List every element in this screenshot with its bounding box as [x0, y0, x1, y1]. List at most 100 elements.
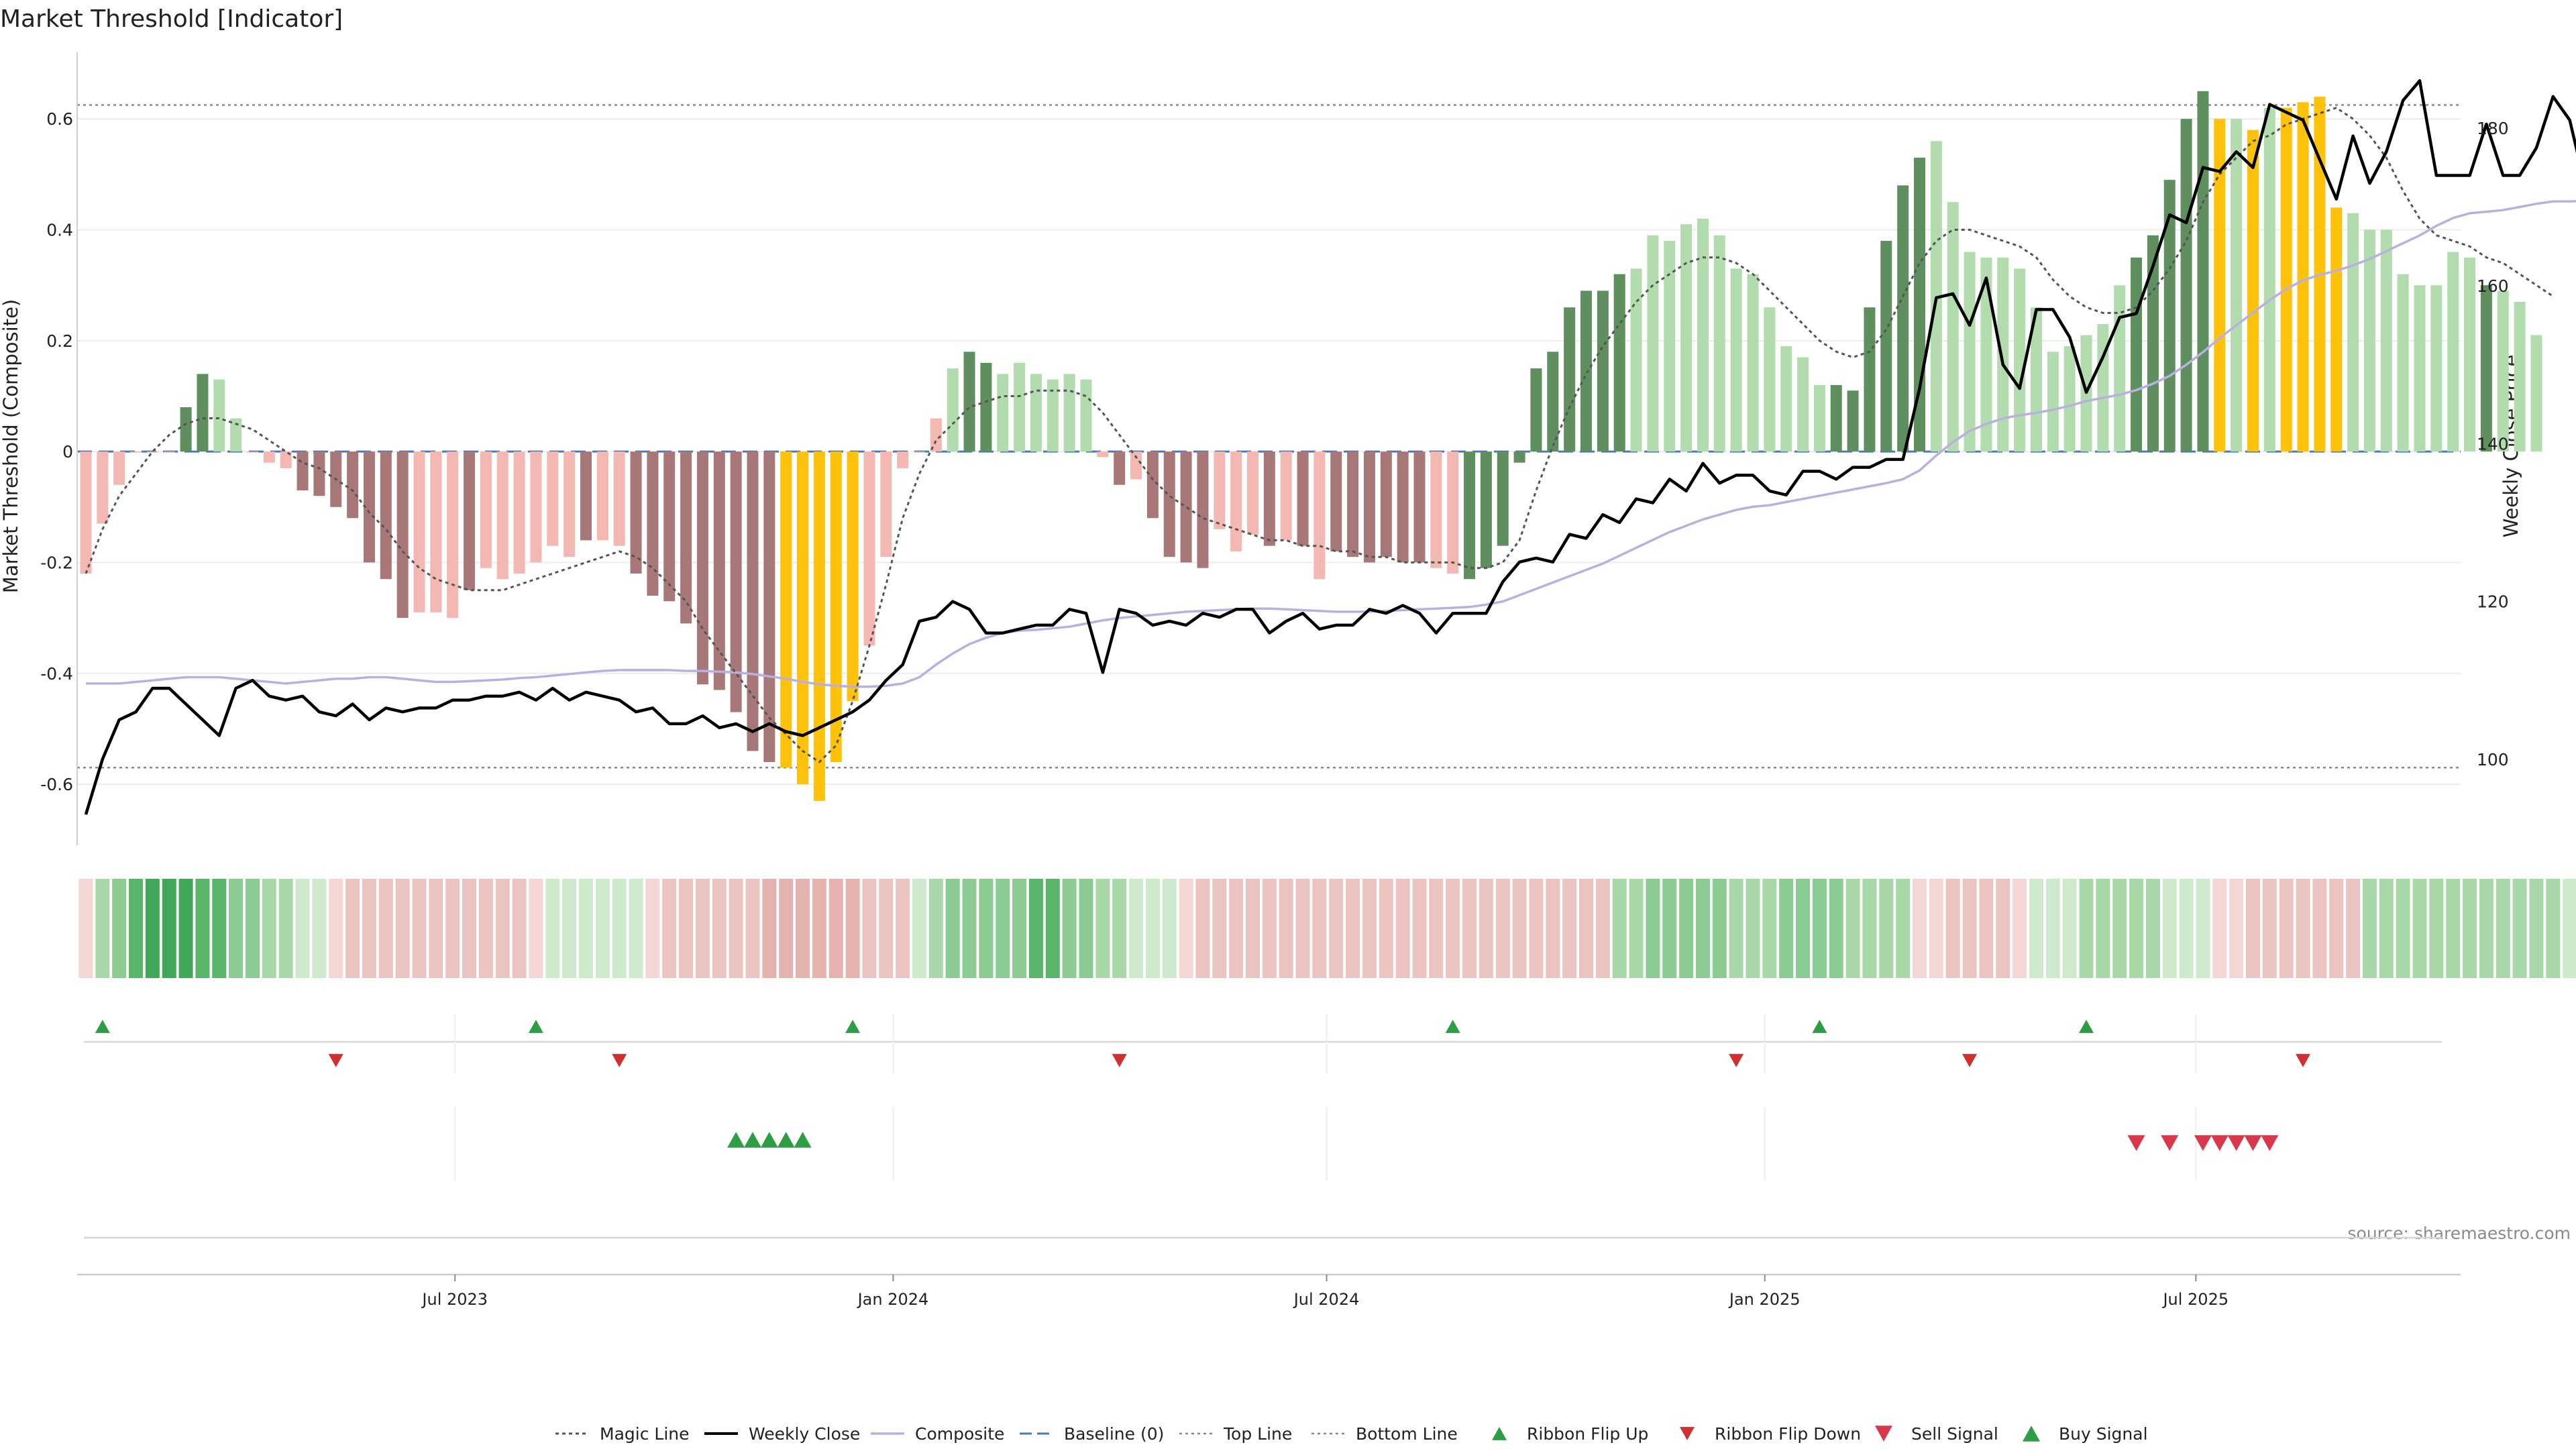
legend-label: Ribbon Flip Up — [1527, 1424, 1648, 1444]
composite-bar — [447, 451, 459, 619]
composite-bar — [380, 451, 392, 580]
composite-bar — [1964, 252, 1976, 452]
composite-bar — [1247, 451, 1258, 535]
composite-bar — [130, 451, 142, 453]
ribbon-flip-up-marker — [1812, 1020, 1827, 1033]
composite-bar — [564, 451, 576, 557]
composite-bar — [2530, 335, 2542, 452]
ribbon-cell — [1562, 879, 1577, 978]
ribbon-cell — [2312, 879, 2327, 978]
legend-marker-ribbon-flip-down — [1680, 1427, 1695, 1440]
composite-bar — [947, 368, 959, 452]
composite-bar — [1747, 274, 1759, 452]
ribbon-cell — [1845, 879, 1860, 978]
composite-bar — [1214, 451, 1226, 529]
composite-bar — [146, 451, 158, 453]
composite-bar — [1280, 451, 1292, 541]
composite-bar — [747, 451, 759, 751]
composite-bar — [347, 451, 359, 519]
composite-bar — [496, 451, 508, 580]
composite-bar — [1780, 346, 1792, 452]
ribbon-cell — [1495, 879, 1510, 978]
composite-bar — [163, 451, 175, 453]
composite-line — [86, 200, 2576, 688]
ribbon-cell — [95, 879, 110, 978]
ribbon-cell — [1829, 879, 1843, 978]
composite-bar — [580, 451, 592, 541]
ribbon-cell — [1212, 879, 1227, 978]
weekly-close-line — [84, 79, 2576, 815]
ribbon-cell — [1579, 879, 1593, 978]
ribbon-cell — [2396, 879, 2410, 978]
ribbon-cell — [2029, 879, 2043, 978]
ribbon-cell — [512, 879, 527, 978]
composite-bar — [2464, 257, 2476, 452]
ribbon-cell — [828, 879, 843, 978]
composite-bar — [1564, 307, 1576, 452]
composite-bar — [2280, 107, 2292, 452]
ribbon-cell — [1662, 879, 1677, 978]
axes: -0.6 -0.4 -0.2 0 0.2 0.4 0.6 100 120 140 160 180 — [40, 52, 2509, 845]
composite-bar — [2330, 207, 2343, 452]
ribbon-cell — [1129, 879, 1144, 978]
ribbon-cell — [478, 879, 493, 978]
composite-bar — [997, 374, 1009, 452]
source-label: source: sharemaestro.com — [2348, 1224, 2571, 1243]
composite-bar — [1730, 268, 1742, 452]
ribbon-cell — [1612, 879, 1627, 978]
ribbon-cell — [1112, 879, 1127, 978]
ribbon-flip-down-marker — [1112, 1054, 1127, 1067]
ribbon-cell — [2412, 879, 2427, 978]
composite-bar — [647, 451, 659, 596]
y-tick-label: 0.2 — [46, 331, 73, 351]
composite-bar — [2247, 129, 2259, 452]
ribbon-cell — [1379, 879, 1393, 978]
ribbon-cell — [2279, 879, 2294, 978]
ribbon-cell — [2563, 879, 2576, 978]
composite-bar — [1080, 379, 1092, 452]
ribbon-cell — [2329, 879, 2344, 978]
composite-bar — [1480, 451, 1492, 568]
buy-signal-marker — [794, 1132, 812, 1148]
composite-bar — [780, 451, 792, 768]
ribbon-cell — [2446, 879, 2461, 978]
ribbon-cell — [529, 879, 543, 978]
ribbon-cell — [2429, 879, 2444, 978]
ribbon-cell — [312, 879, 327, 978]
ribbon-cell — [1962, 879, 1977, 978]
ribbon-cell — [2479, 879, 2493, 978]
ribbon-cell — [1796, 879, 1811, 978]
ribbon-cell — [162, 879, 176, 978]
composite-bar — [2163, 180, 2176, 452]
composite-bar — [963, 352, 975, 452]
ribbon-cell — [2062, 879, 2077, 978]
composite-bar — [1497, 451, 1509, 546]
ribbon-cell — [1762, 879, 1777, 978]
ribbon-cell — [2512, 879, 2527, 978]
sell-signal-marker — [2127, 1135, 2145, 1151]
ribbon-cell — [1629, 879, 1644, 978]
ribbon-cell — [2496, 879, 2510, 978]
composite-bar — [2030, 307, 2042, 452]
composite-bar — [1897, 185, 1909, 452]
composite-bar — [247, 451, 258, 453]
composite-bar — [1413, 451, 1426, 563]
composite-bar — [797, 451, 809, 785]
ribbon-cell — [796, 879, 810, 978]
ribbon-cell — [1079, 879, 1093, 978]
ribbon-cell — [429, 879, 443, 978]
legend-label: Buy Signal — [2059, 1424, 2148, 1444]
ribbon-cell — [2012, 879, 2027, 978]
composite-bar — [2347, 213, 2359, 452]
composite-bar — [2147, 235, 2159, 452]
composite-bar — [730, 451, 742, 712]
composite-bar — [2097, 324, 2109, 452]
composite-bar — [363, 451, 375, 563]
ribbon-cell — [1295, 879, 1310, 978]
legend-label: Composite — [915, 1424, 1004, 1444]
ribbon-cell — [1346, 879, 1360, 978]
ribbon-cell — [1646, 879, 1660, 978]
composite-bar — [313, 451, 325, 496]
composite-bar — [464, 451, 476, 590]
